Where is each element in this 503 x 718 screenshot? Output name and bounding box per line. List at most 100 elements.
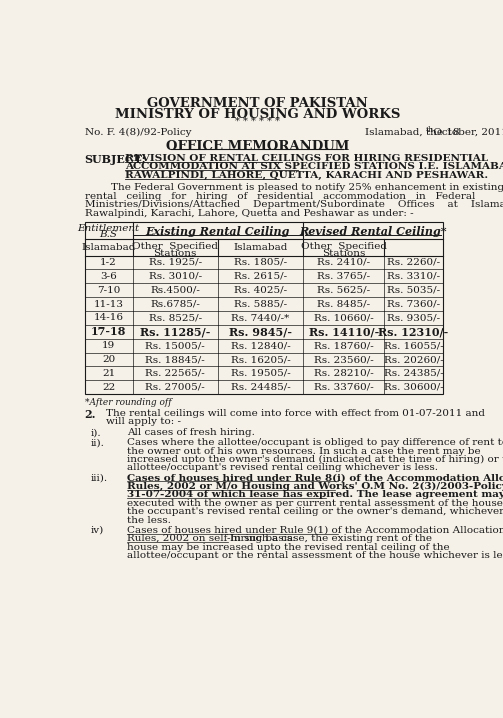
Text: REVISION OF RENTAL CEILINGS FOR HIRING RESIDENTIAL: REVISION OF RENTAL CEILINGS FOR HIRING R… bbox=[125, 154, 488, 163]
Text: rental   ceiling   for   hiring   of   residential   accommodation   in   Federa: rental ceiling for hiring of residential… bbox=[85, 192, 475, 200]
Text: Rs. 10660/-: Rs. 10660/- bbox=[314, 314, 374, 322]
Text: Rs.4500/-: Rs.4500/- bbox=[150, 286, 200, 294]
Text: 20: 20 bbox=[102, 355, 115, 364]
Text: Stations: Stations bbox=[153, 248, 197, 258]
Text: allottee/occupant or the rental assessment of the house whichever is less.: allottee/occupant or the rental assessme… bbox=[127, 551, 503, 560]
Text: Rs. 2410/-: Rs. 2410/- bbox=[317, 258, 370, 267]
Text: the less.: the less. bbox=[127, 516, 171, 525]
Text: Rs. 20260/-: Rs. 20260/- bbox=[384, 355, 444, 364]
Text: Rs. 2615/-: Rs. 2615/- bbox=[234, 272, 287, 281]
Text: Rs. 11285/-: Rs. 11285/- bbox=[140, 326, 210, 337]
Text: Rs. 8525/-: Rs. 8525/- bbox=[149, 314, 202, 322]
Text: October, 2011: October, 2011 bbox=[430, 128, 503, 136]
Text: Stations: Stations bbox=[322, 248, 366, 258]
Text: Rs. 18845/-: Rs. 18845/- bbox=[145, 355, 205, 364]
Text: Rs. 23560/-: Rs. 23560/- bbox=[314, 355, 374, 364]
Text: Rs. 30600/-: Rs. 30600/- bbox=[384, 383, 444, 392]
Text: ii).: ii). bbox=[91, 438, 105, 447]
Text: Islamabad: Islamabad bbox=[233, 243, 288, 251]
Text: No. F. 4(8)/92-Policy: No. F. 4(8)/92-Policy bbox=[85, 128, 191, 137]
Text: th: th bbox=[426, 126, 434, 134]
Text: ACCOMMODATION AT SIX SPECIFIED STATIONS I.E. ISLAMABAD,: ACCOMMODATION AT SIX SPECIFIED STATIONS … bbox=[125, 162, 503, 172]
Text: Rs. 28210/-: Rs. 28210/- bbox=[314, 369, 374, 378]
Text: MINISTRY OF HOUSING AND WORKS: MINISTRY OF HOUSING AND WORKS bbox=[115, 108, 400, 121]
Text: 17-18: 17-18 bbox=[91, 326, 126, 337]
Text: Rs. 5625/-: Rs. 5625/- bbox=[317, 286, 370, 294]
Text: 11-13: 11-13 bbox=[94, 299, 124, 309]
Text: 21: 21 bbox=[102, 369, 115, 378]
Text: Rs. 3310/-: Rs. 3310/- bbox=[387, 272, 440, 281]
Text: Rs. 5885/-: Rs. 5885/- bbox=[234, 299, 287, 309]
Text: iii).: iii). bbox=[91, 473, 108, 482]
Text: Other  Specified: Other Specified bbox=[301, 242, 387, 251]
Text: Rs. 15005/-: Rs. 15005/- bbox=[145, 341, 205, 350]
Text: Rs. 16055/-: Rs. 16055/- bbox=[384, 341, 444, 350]
Text: Rs.6785/-: Rs.6785/- bbox=[150, 299, 200, 309]
Text: Islamabad, the 18: Islamabad, the 18 bbox=[365, 128, 460, 136]
Text: Ministries/Divisions/Attached    Department/Subordinate    Offices    at    Isla: Ministries/Divisions/Attached Department… bbox=[85, 200, 503, 209]
Text: 14-16: 14-16 bbox=[94, 314, 124, 322]
Text: The rental ceilings will come into force with effect from 01-07-2011 and: The rental ceilings will come into force… bbox=[106, 409, 485, 418]
Text: house may be increased upto the revised rental ceiling of the: house may be increased upto the revised … bbox=[127, 543, 450, 551]
Text: Rs. 12310/-: Rs. 12310/- bbox=[378, 326, 449, 337]
Text: Rs. 24385/-: Rs. 24385/- bbox=[384, 369, 444, 378]
Text: 19: 19 bbox=[102, 341, 115, 350]
Bar bbox=[85, 222, 443, 394]
Text: the owner out of his own resources. In such a case the rent may be: the owner out of his own resources. In s… bbox=[127, 447, 481, 455]
Text: Islamabad: Islamabad bbox=[81, 243, 136, 251]
Text: Entitlement: Entitlement bbox=[77, 224, 140, 233]
Text: Rs. 22565/-: Rs. 22565/- bbox=[145, 369, 205, 378]
Text: Other  Specified: Other Specified bbox=[132, 242, 218, 251]
Text: Existing Rental Ceiling: Existing Rental Ceiling bbox=[146, 225, 290, 236]
Text: Rs. 4025/-: Rs. 4025/- bbox=[234, 286, 287, 294]
Text: Revised Rental Ceiling*: Revised Rental Ceiling* bbox=[299, 225, 447, 236]
Text: allottee/occupant's revised rental ceiling whichever is less.: allottee/occupant's revised rental ceili… bbox=[127, 463, 438, 472]
Text: 2.: 2. bbox=[85, 409, 96, 420]
Text: 7-10: 7-10 bbox=[97, 286, 120, 294]
Text: Rules, 2002 on self-hiring basis:: Rules, 2002 on self-hiring basis: bbox=[127, 534, 296, 544]
Text: B.S: B.S bbox=[100, 230, 118, 239]
Text: Rs. 1925/-: Rs. 1925/- bbox=[149, 258, 202, 267]
Text: All cases of fresh hiring.: All cases of fresh hiring. bbox=[127, 428, 255, 437]
Text: Rs. 18760/-: Rs. 18760/- bbox=[314, 341, 374, 350]
Text: OFFICE MEMORANDUM: OFFICE MEMORANDUM bbox=[165, 140, 349, 153]
Text: Rs. 16205/-: Rs. 16205/- bbox=[230, 355, 290, 364]
Text: RAWALPINDI, LAHORE, QUETTA, KARACHI AND PESHAWAR.: RAWALPINDI, LAHORE, QUETTA, KARACHI AND … bbox=[125, 171, 488, 180]
Text: Cases of houses hired under Rule 8(i) of the Accommodation Allocation: Cases of houses hired under Rule 8(i) of… bbox=[127, 473, 503, 482]
Text: Rs. 9305/-: Rs. 9305/- bbox=[387, 314, 440, 322]
Text: 1-2: 1-2 bbox=[100, 258, 117, 267]
Text: Rs. 9845/-: Rs. 9845/- bbox=[229, 326, 292, 337]
Text: *After rounding off: *After rounding off bbox=[85, 398, 171, 407]
Text: The Federal Government is pleased to notify 25% enhancement in existing: The Federal Government is pleased to not… bbox=[85, 183, 503, 192]
Text: GOVERNMENT OF PAKISTAN: GOVERNMENT OF PAKISTAN bbox=[147, 97, 368, 110]
Text: * * * * * *: * * * * * * bbox=[235, 117, 280, 126]
Text: Cases of houses hired under Rule 9(1) of the Accommodation Allocation: Cases of houses hired under Rule 9(1) of… bbox=[127, 526, 503, 535]
Text: Rs. 12840/-: Rs. 12840/- bbox=[230, 341, 290, 350]
Text: Rs. 1805/-: Rs. 1805/- bbox=[234, 258, 287, 267]
Text: Cases where the allottee/occupant is obliged to pay difference of rent to: Cases where the allottee/occupant is obl… bbox=[127, 438, 503, 447]
Text: Rs. 7360/-: Rs. 7360/- bbox=[387, 299, 440, 309]
Text: Rs. 2260/-: Rs. 2260/- bbox=[387, 258, 440, 267]
Text: Rs. 5035/-: Rs. 5035/- bbox=[387, 286, 440, 294]
Text: 31-07-2004 of which lease has expired. The lease agreement may be: 31-07-2004 of which lease has expired. T… bbox=[127, 490, 503, 500]
Text: executed with the owner as per current rental assessment of the house or: executed with the owner as per current r… bbox=[127, 499, 503, 508]
Text: Rs. 19505/-: Rs. 19505/- bbox=[230, 369, 290, 378]
Text: Rs. 3010/-: Rs. 3010/- bbox=[149, 272, 202, 281]
Text: will apply to: -: will apply to: - bbox=[106, 417, 181, 426]
Text: Rawalpindi, Karachi, Lahore, Quetta and Peshawar as under: -: Rawalpindi, Karachi, Lahore, Quetta and … bbox=[85, 209, 413, 218]
Text: Rs. 8485/-: Rs. 8485/- bbox=[317, 299, 370, 309]
Text: Rules, 2002 or M/o Housing and Works' O.M No. 2(3)/2003-Policy dated: Rules, 2002 or M/o Housing and Works' O.… bbox=[127, 482, 503, 491]
Text: Rs. 3765/-: Rs. 3765/- bbox=[317, 272, 370, 281]
Text: the occupant's revised rental ceiling or the owner's demand, whichever is: the occupant's revised rental ceiling or… bbox=[127, 508, 503, 516]
Text: iv): iv) bbox=[91, 526, 104, 535]
Text: increased upto the owner's demand (indicated at the time of hiring) or the: increased upto the owner's demand (indic… bbox=[127, 455, 503, 464]
Text: Rs. 7440/-*: Rs. 7440/-* bbox=[231, 314, 290, 322]
Text: Rs. 27005/-: Rs. 27005/- bbox=[145, 383, 205, 392]
Text: 22: 22 bbox=[102, 383, 115, 392]
Text: Rs. 24485/-: Rs. 24485/- bbox=[230, 383, 290, 392]
Text: Rs. 33760/-: Rs. 33760/- bbox=[314, 383, 374, 392]
Text: Rs. 14110/-: Rs. 14110/- bbox=[309, 326, 379, 337]
Text: SUBJECT:: SUBJECT: bbox=[85, 154, 146, 165]
Text: i).: i). bbox=[91, 428, 102, 437]
Text: 3-6: 3-6 bbox=[100, 272, 117, 281]
